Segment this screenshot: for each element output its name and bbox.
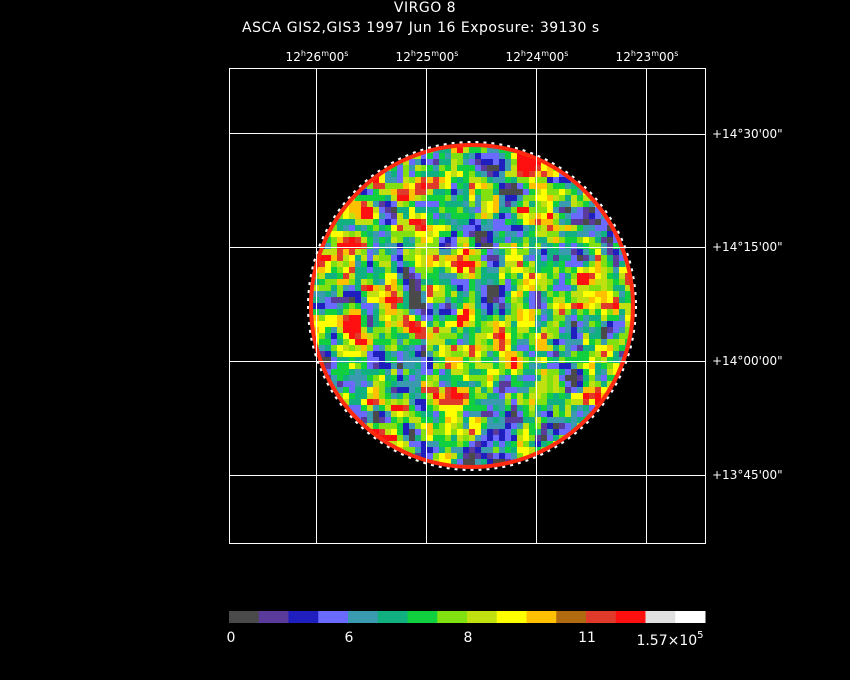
image-title: VIRGO 8 [393,0,457,16]
colorbar-swatch [288,611,319,623]
colorbar-swatch [407,611,438,623]
colorbar-max-label: 1.57×105 [636,630,704,649]
colorbar-label: 0 [226,630,236,646]
colorbar-swatch [258,611,289,623]
colorbar-label: 6 [344,630,354,646]
dec-tick-label: +14°30'00" [712,127,783,141]
colorbar-swatch [437,611,468,623]
ra-tick-label: 12h26m00s [285,49,349,64]
colorbar-swatch [615,611,646,623]
colorbar-swatch [645,611,676,623]
colorbar-swatch [675,611,706,623]
dec-tick-label: +14°15'00" [712,240,783,254]
colorbar-swatch [467,611,498,623]
colorbar-swatch [586,611,617,623]
colorbar-swatch [229,611,260,623]
ra-tick-label: 12h23m00s [615,49,679,64]
coordinate-grid [228,68,706,543]
colorbar-swatch [496,611,527,623]
colorbar-swatch [348,611,379,623]
colorbar-label: 8 [463,630,473,646]
ra-tick-label: 12h25m00s [395,49,459,64]
colorbar-swatch [318,611,349,623]
dec-tick-label: +14°00'00" [712,354,783,368]
colorbar-swatch [526,611,557,623]
ra-tick-label: 12h24m00s [505,49,569,64]
dec-tick-label: +13°45'00" [712,468,783,482]
colorbar [229,611,706,623]
field-edge-outer [307,141,637,471]
field-edge-ring [309,143,635,469]
image-subtitle: ASCA GIS2,GIS3 1997 Jun 16 Exposure: 391… [242,20,600,36]
colorbar-swatch [377,611,408,623]
colorbar-swatch [556,611,587,623]
colorbar-label: 11 [578,630,596,646]
plot-frame [229,68,706,544]
